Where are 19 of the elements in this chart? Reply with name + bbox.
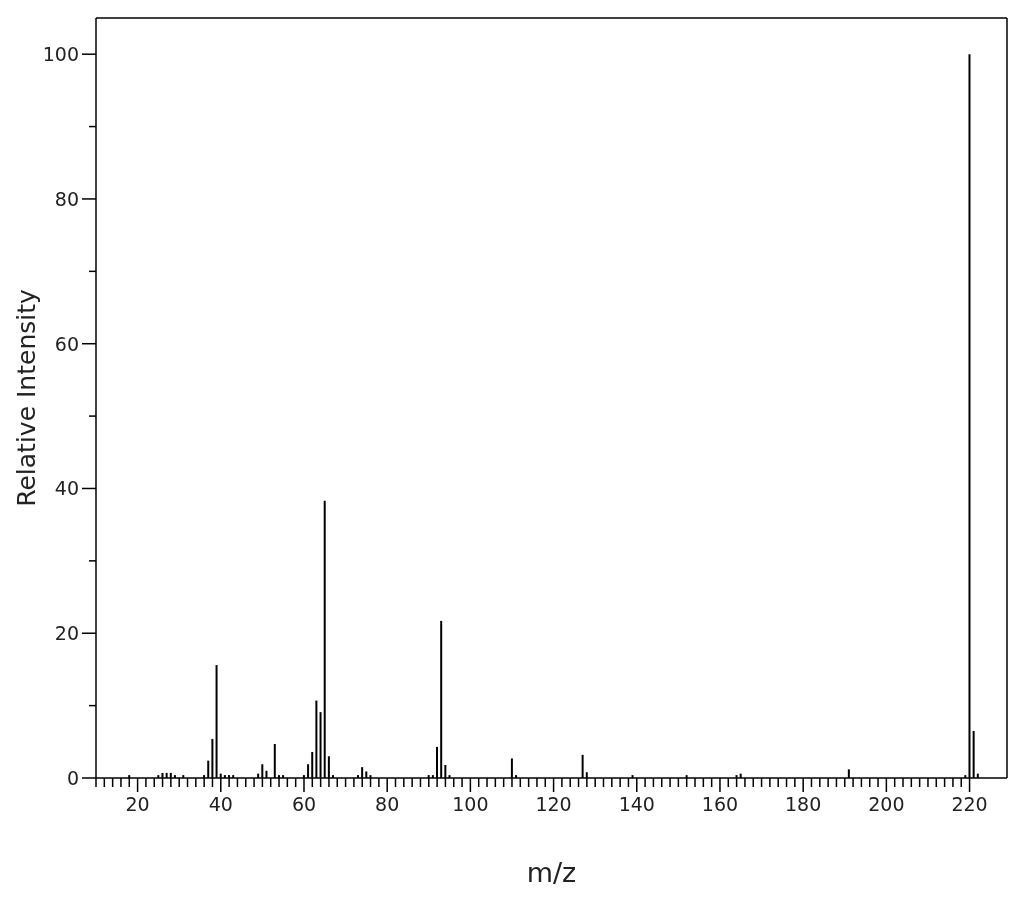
x-tick-label: 60	[291, 793, 317, 815]
x-tick-label: 20	[125, 793, 150, 815]
x-tick-label: 80	[375, 793, 400, 815]
x-tick-label: 120	[535, 793, 572, 815]
y-tick-label: 100	[42, 43, 79, 66]
y-tick-label: 20	[54, 622, 79, 645]
y-tick-label: 80	[54, 187, 79, 210]
y-tick-label: 60	[54, 332, 79, 355]
x-tick-label: 40	[208, 793, 233, 815]
y-tick-label: 40	[54, 477, 79, 500]
x-axis-title: m/z	[526, 857, 577, 888]
x-tick-label: 220	[951, 793, 988, 815]
y-axis-title: Relative Intensity	[11, 289, 41, 507]
x-tick-label: 200	[868, 793, 905, 815]
x-tick-label: 140	[618, 793, 655, 815]
y-tick-label: 0	[66, 767, 79, 789]
x-tick-label: 100	[452, 793, 489, 815]
x-tick-label: 180	[785, 793, 822, 815]
x-tick-label: 160	[701, 793, 739, 815]
